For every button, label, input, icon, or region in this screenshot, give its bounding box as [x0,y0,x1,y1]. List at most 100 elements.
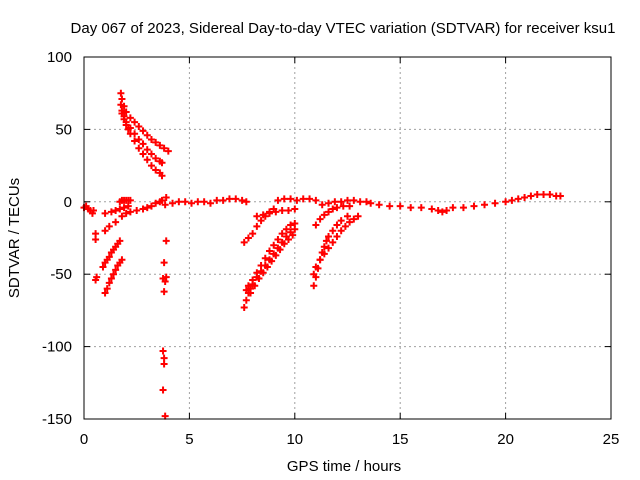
data-point [508,196,516,204]
data-point [139,127,147,135]
data-point [147,202,155,210]
y-tick-label: -150 [42,411,72,428]
data-point [105,222,113,230]
data-point [126,114,134,122]
data-point [325,199,333,207]
y-tick-label: 100 [47,49,72,66]
chart-title: Day 067 of 2023, Sidereal Day-to-day VTE… [71,20,616,37]
data-point [320,243,328,251]
data-point [242,286,250,294]
data-point [92,235,100,243]
data-point [139,150,147,158]
data-point [540,191,548,199]
data-point [240,304,248,312]
plot-frame [83,56,612,420]
data-point [253,222,261,230]
data-point [329,205,337,213]
data-point [116,237,124,245]
data-point [206,199,214,207]
data-point [266,209,274,217]
data-point [131,118,139,126]
data-point [521,193,529,201]
data-point [449,204,457,212]
data-point [99,263,107,271]
x-tick-label: 0 [80,431,88,448]
data-point [310,270,318,278]
data-point [333,221,341,229]
data-point [152,154,160,162]
data-point [274,196,282,204]
data-point [291,205,299,213]
data-point [244,282,252,290]
data-point [325,244,333,252]
data-point [310,282,318,290]
data-point [93,273,101,281]
data-point [200,198,208,206]
data-point [118,95,126,103]
data-point [194,198,202,206]
data-point [272,251,280,259]
data-point [160,259,168,267]
data-point [135,136,143,144]
data-point [344,212,351,220]
data-point [316,215,324,223]
data-point [316,256,324,264]
data-point [276,246,284,254]
tick-labels: 0 5 10 15 20 25 100 50 0 -50 -100 -150 [42,49,619,448]
data-point [161,201,169,209]
data-point [118,256,126,264]
data-point [249,276,257,284]
data-point [278,230,286,238]
data-point [162,237,170,245]
data-point [282,225,290,233]
data-point [299,195,307,203]
data-point [350,196,358,204]
data-point [162,193,170,201]
grid-lines [84,57,611,419]
data-point [103,285,111,293]
data-point [238,196,246,204]
data-point [175,198,183,206]
data-point [152,166,160,174]
data-point [325,233,333,241]
data-point [491,199,499,207]
data-point [407,204,415,212]
data-point [459,204,467,212]
data-point [272,208,280,216]
data-point [101,209,109,217]
data-point [135,123,143,131]
data-point [188,199,196,207]
data-point [259,269,267,277]
x-tick-label: 10 [286,431,303,448]
data-point [325,208,333,216]
data-point [287,195,295,203]
data-point [159,386,167,394]
data-point [263,263,271,271]
data-point [318,201,326,209]
data-point [89,206,97,214]
data-point [291,220,299,228]
data-point [143,156,151,164]
data-point [147,136,155,144]
data-point [112,206,120,214]
x-tick-label: 25 [603,431,620,448]
data-point [253,269,261,277]
data-point [280,195,288,203]
data-point [120,204,128,212]
y-tick-label: -50 [50,266,72,283]
data-point [259,211,267,219]
data-point [152,199,160,207]
y-tick-label: -100 [42,339,72,356]
data-point [156,141,164,149]
data-point [556,192,564,200]
data-point [337,198,345,206]
data-point [481,201,489,209]
data-point [162,273,170,281]
data-point [126,208,134,216]
data-point [344,196,351,204]
data-point [257,217,265,225]
data-point [289,231,297,239]
data-point [143,146,151,154]
data-point [147,162,155,170]
